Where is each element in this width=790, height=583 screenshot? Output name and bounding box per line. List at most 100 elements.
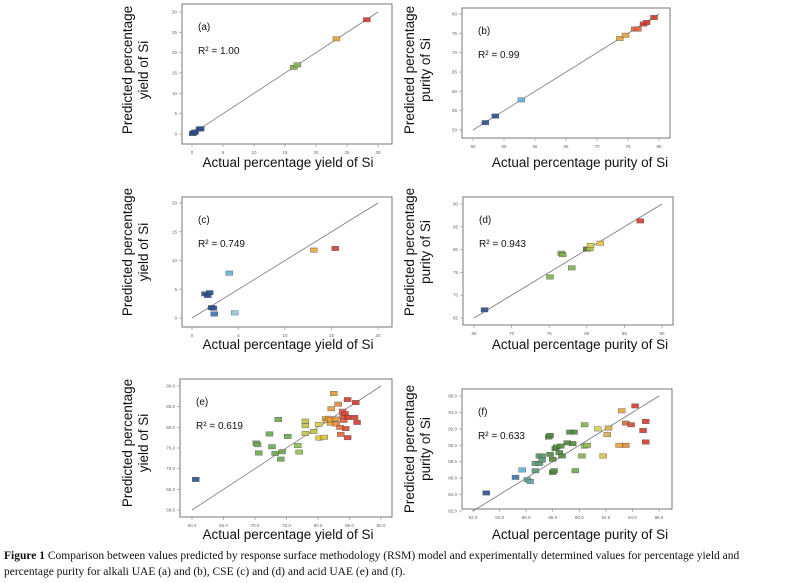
- x-tick-label: 88.0: [548, 515, 557, 520]
- panel-label: (e): [196, 397, 208, 408]
- y-tick-label: 0: [174, 132, 177, 137]
- y-tick-label: 30: [172, 10, 178, 15]
- data-point: [559, 252, 567, 258]
- x-tick-label: 75: [625, 144, 631, 149]
- x-tick-label: 70: [594, 144, 600, 149]
- data-point: [278, 449, 286, 455]
- r-squared-annotation: R² = 0.619: [196, 421, 243, 432]
- data-point: [586, 243, 595, 248]
- data-point: [538, 453, 546, 459]
- plot-frame: [461, 388, 673, 510]
- data-point: [631, 403, 639, 409]
- data-point: [615, 442, 623, 448]
- x-tick-label: 15: [329, 333, 335, 338]
- data-point: [518, 467, 526, 473]
- x-tick-label: 70: [509, 331, 515, 336]
- scatter-plot-e: 60.0 60.0 65.0 65.0 70.0 70.0 75.0 75.0 80.0 80.0…: [166, 378, 393, 528]
- data-point: [274, 417, 283, 422]
- data-point: [342, 426, 350, 431]
- x-tick-label: 84.0: [495, 515, 504, 520]
- chart-panel-c: Predicted percentage yield of Si 0 0 5 5 10 1…: [118, 182, 393, 352]
- x-tick-label: 90: [659, 331, 665, 336]
- x-tick-label: 5: [222, 150, 225, 155]
- y-axis-label: Predicted percentage yield of Si: [120, 182, 152, 322]
- panel-label: (b): [478, 26, 490, 37]
- data-point: [271, 450, 279, 456]
- x-tick-label: 25: [344, 150, 350, 155]
- y-axis-label-line1: Predicted percentage: [120, 378, 135, 508]
- data-point: [618, 408, 626, 414]
- data-point: [331, 416, 340, 422]
- data-point: [301, 418, 310, 424]
- y-tick-label: 82.0: [448, 509, 457, 514]
- data-point: [353, 419, 361, 425]
- data-point: [363, 17, 371, 23]
- chart-panel-f: Predicted percentage purity of Si 82.0 82…: [402, 365, 675, 542]
- y-axis-label-line1: Predicted percentage: [402, 5, 417, 135]
- data-point: [327, 406, 335, 412]
- y-axis-label-line2: purity of Si: [418, 417, 433, 481]
- data-point: [538, 457, 546, 463]
- y-axis-label: Predicted percentage purity of Si: [402, 0, 434, 140]
- y-tick-label: 80: [453, 247, 459, 252]
- y-tick-label: 60: [452, 89, 458, 94]
- y-tick-label: 65.0: [166, 487, 175, 492]
- data-point: [556, 443, 565, 449]
- data-point: [481, 120, 490, 126]
- data-point: [265, 431, 274, 437]
- x-tick-label: 50: [470, 144, 476, 149]
- data-point: [482, 490, 490, 496]
- y-axis-label-line2: yield of Si: [136, 40, 151, 100]
- data-point: [578, 453, 586, 459]
- y-tick-label: 25: [172, 30, 178, 35]
- data-point: [301, 431, 310, 436]
- data-point: [343, 397, 352, 403]
- data-point: [616, 35, 624, 41]
- plot-frame: [181, 196, 393, 328]
- data-point: [550, 468, 558, 474]
- y-axis-label-line1: Predicted percentage: [402, 187, 417, 317]
- r-squared-annotation: R² = 1.00: [198, 46, 240, 57]
- data-point: [511, 474, 520, 480]
- data-point: [289, 64, 298, 70]
- data-point: [350, 415, 359, 420]
- x-tick-label: 70.0: [251, 523, 260, 528]
- x-tick-label: 80: [656, 144, 662, 149]
- data-point: [310, 247, 318, 253]
- data-point: [277, 456, 285, 462]
- data-point: [340, 417, 348, 423]
- y-axis-label-line2: yield of Si: [136, 413, 151, 473]
- x-tick-label: 30: [375, 150, 381, 155]
- data-point: [636, 218, 644, 224]
- data-point: [331, 246, 339, 251]
- y-tick-label: 70: [452, 50, 458, 55]
- data-point: [225, 270, 233, 276]
- data-point: [517, 97, 526, 103]
- x-tick-label: 65: [471, 331, 477, 336]
- data-point: [301, 423, 310, 429]
- y-axis-label-line2: yield of Si: [136, 222, 151, 282]
- y-tick-label: 0: [174, 316, 177, 321]
- data-point: [332, 421, 340, 427]
- x-tick-label: 86.0: [522, 515, 531, 520]
- panel-label: (f): [478, 407, 487, 418]
- x-axis-label: Actual percentage yield of Si: [202, 155, 374, 170]
- x-tick-label: 60: [532, 144, 538, 149]
- data-point: [352, 400, 360, 405]
- data-point: [231, 310, 239, 316]
- y-tick-label: 10: [172, 258, 178, 263]
- data-point: [583, 442, 591, 448]
- y-tick-label: 70: [453, 293, 459, 298]
- figure-caption: Figure 1 Comparison between values predi…: [4, 548, 786, 580]
- data-point: [594, 426, 602, 432]
- data-point: [332, 36, 341, 42]
- y-tick-label: 20: [172, 201, 178, 206]
- data-point: [570, 429, 578, 435]
- data-point: [642, 439, 650, 445]
- data-point: [192, 477, 200, 482]
- data-point: [330, 391, 338, 396]
- x-axis-label: Actual percentage purity of Si: [491, 155, 669, 170]
- data-point: [621, 32, 630, 38]
- y-tick-label: 88.0: [448, 459, 457, 464]
- y-tick-label: 85: [453, 224, 459, 229]
